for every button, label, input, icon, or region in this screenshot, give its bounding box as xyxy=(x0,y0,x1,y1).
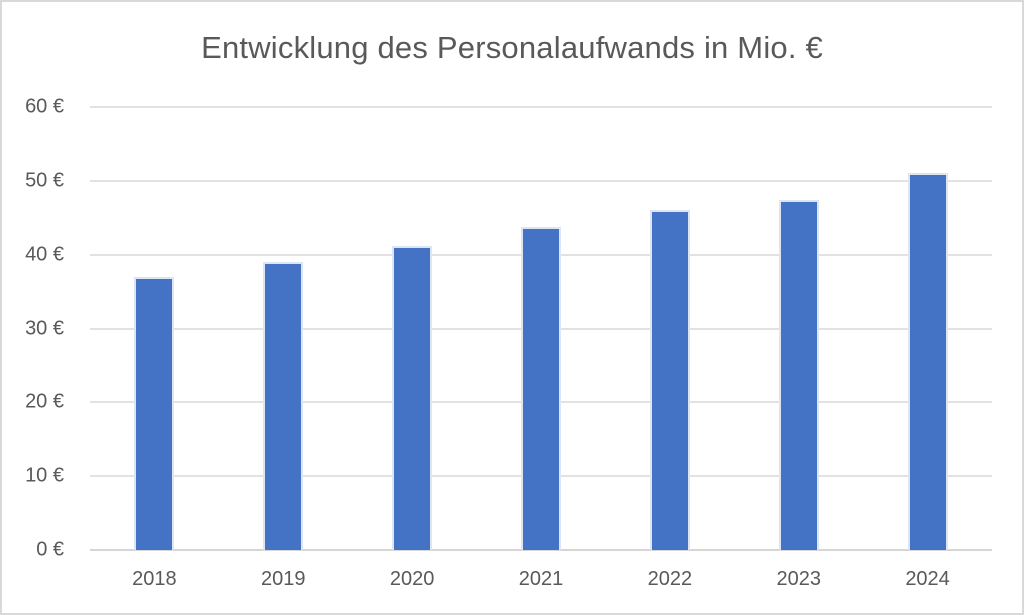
gridline-50 xyxy=(90,179,992,182)
x-tick-label-2024: 2024 xyxy=(905,568,950,590)
x-tick-label-2023: 2023 xyxy=(776,568,821,590)
plot-area xyxy=(90,106,992,551)
y-tick-label-10: 10 € xyxy=(25,464,64,487)
bar-2018 xyxy=(134,276,175,550)
bar-2021 xyxy=(521,227,561,550)
x-tick-label-2018: 2018 xyxy=(132,568,177,590)
y-tick-label-30: 30 € xyxy=(25,317,64,339)
chart-title: Entwicklung des Personalaufwands in Mio.… xyxy=(201,30,823,65)
y-tick-label-0: 0 € xyxy=(36,538,64,561)
x-tick-label-2019: 2019 xyxy=(261,568,306,590)
bar-2023 xyxy=(778,200,819,550)
bar-2020 xyxy=(392,245,433,550)
x-tick-label-2020: 2020 xyxy=(389,568,435,590)
x-axis-line xyxy=(90,549,992,551)
y-tick-label-60: 60 € xyxy=(25,95,64,118)
bar-2019 xyxy=(263,262,304,550)
y-tick-label-50: 50 € xyxy=(25,169,64,192)
x-tick-label-2021: 2021 xyxy=(518,568,564,590)
y-tick-label-20: 20 € xyxy=(25,390,64,413)
gridline-60 xyxy=(90,106,992,108)
bar-2024 xyxy=(907,173,948,550)
y-tick-label-40: 40 € xyxy=(25,243,64,266)
x-tick-label-2022: 2022 xyxy=(647,568,693,590)
bar-2022 xyxy=(649,210,690,550)
